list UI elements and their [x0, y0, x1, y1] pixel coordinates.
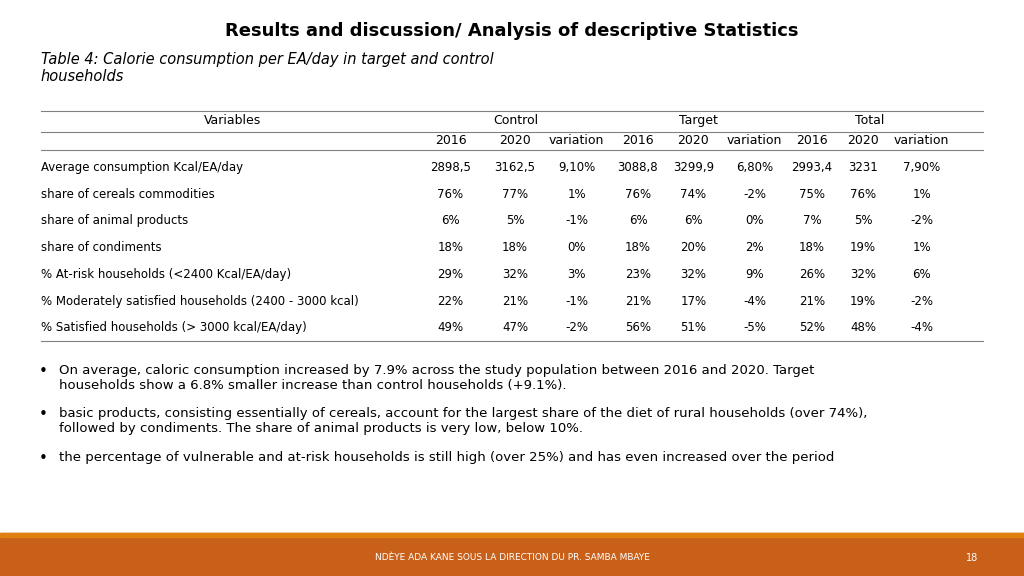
Text: 2%: 2%: [745, 241, 764, 254]
Text: 9,10%: 9,10%: [558, 161, 595, 174]
Text: 20%: 20%: [680, 241, 707, 254]
Text: 3%: 3%: [567, 268, 586, 281]
Text: -4%: -4%: [743, 295, 766, 308]
Text: 29%: 29%: [437, 268, 464, 281]
Text: 2993,4: 2993,4: [792, 161, 833, 174]
Text: 5%: 5%: [854, 214, 872, 228]
Text: 2020: 2020: [677, 134, 710, 147]
Text: 49%: 49%: [437, 321, 464, 335]
Text: 2016: 2016: [623, 134, 653, 147]
Text: 6%: 6%: [684, 214, 702, 228]
Text: NDÈYE ADA KANE SOUS LA DIRECTION DU PR. SAMBA MBAYE: NDÈYE ADA KANE SOUS LA DIRECTION DU PR. …: [375, 554, 649, 562]
Text: variation: variation: [727, 134, 782, 147]
Text: •: •: [39, 407, 48, 422]
Text: 3088,8: 3088,8: [617, 161, 658, 174]
Text: -4%: -4%: [910, 321, 933, 335]
Text: -1%: -1%: [565, 214, 588, 228]
Text: 1%: 1%: [912, 188, 931, 201]
Text: 77%: 77%: [502, 188, 528, 201]
Text: 6%: 6%: [629, 214, 647, 228]
Text: 18: 18: [966, 553, 978, 563]
Text: -1%: -1%: [565, 295, 588, 308]
Text: •: •: [39, 450, 48, 465]
Text: -2%: -2%: [910, 295, 933, 308]
Text: variation: variation: [894, 134, 949, 147]
Text: 32%: 32%: [850, 268, 877, 281]
Text: 5%: 5%: [506, 214, 524, 228]
Text: 2016: 2016: [797, 134, 827, 147]
Text: 18%: 18%: [502, 241, 528, 254]
Text: 3162,5: 3162,5: [495, 161, 536, 174]
Text: 74%: 74%: [680, 188, 707, 201]
Text: 18%: 18%: [799, 241, 825, 254]
Text: -2%: -2%: [743, 188, 766, 201]
Text: share of animal products: share of animal products: [41, 214, 188, 228]
Text: Average consumption Kcal/EA/day: Average consumption Kcal/EA/day: [41, 161, 243, 174]
Text: -5%: -5%: [743, 321, 766, 335]
Text: 0%: 0%: [567, 241, 586, 254]
Text: 0%: 0%: [745, 214, 764, 228]
Text: share of cereals commodities: share of cereals commodities: [41, 188, 215, 201]
Text: 7%: 7%: [803, 214, 821, 228]
Text: 3299,9: 3299,9: [673, 161, 714, 174]
Text: Table 4: Calorie consumption per EA/day in target and control
households: Table 4: Calorie consumption per EA/day …: [41, 52, 494, 84]
Text: 3231: 3231: [848, 161, 879, 174]
Text: share of condiments: share of condiments: [41, 241, 162, 254]
Text: basic products, consisting essentially of cereals, account for the largest share: basic products, consisting essentially o…: [59, 407, 867, 435]
Text: 18%: 18%: [625, 241, 651, 254]
Text: 22%: 22%: [437, 295, 464, 308]
Text: Variables: Variables: [205, 115, 261, 127]
Text: % Moderately satisfied households (2400 - 3000 kcal): % Moderately satisfied households (2400 …: [41, 295, 358, 308]
Text: 1%: 1%: [567, 188, 586, 201]
Text: 56%: 56%: [625, 321, 651, 335]
Text: 2020: 2020: [847, 134, 880, 147]
Text: 76%: 76%: [625, 188, 651, 201]
Text: 21%: 21%: [799, 295, 825, 308]
Text: 32%: 32%: [680, 268, 707, 281]
Text: 19%: 19%: [850, 295, 877, 308]
Text: 18%: 18%: [437, 241, 464, 254]
Text: 32%: 32%: [502, 268, 528, 281]
Text: Target: Target: [680, 115, 718, 127]
Text: % At-risk households (<2400 Kcal/EA/day): % At-risk households (<2400 Kcal/EA/day): [41, 268, 291, 281]
Text: 17%: 17%: [680, 295, 707, 308]
Text: 6%: 6%: [912, 268, 931, 281]
Text: 47%: 47%: [502, 321, 528, 335]
Text: 75%: 75%: [799, 188, 825, 201]
Text: Control: Control: [494, 115, 539, 127]
Text: 1%: 1%: [912, 241, 931, 254]
Text: -2%: -2%: [565, 321, 588, 335]
Text: 19%: 19%: [850, 241, 877, 254]
Text: 7,90%: 7,90%: [903, 161, 940, 174]
Text: Total: Total: [855, 115, 884, 127]
Text: 21%: 21%: [502, 295, 528, 308]
Text: 2020: 2020: [499, 134, 531, 147]
Text: 2898,5: 2898,5: [430, 161, 471, 174]
Text: -2%: -2%: [910, 214, 933, 228]
Text: 51%: 51%: [680, 321, 707, 335]
Text: the percentage of vulnerable and at-risk households is still high (over 25%) and: the percentage of vulnerable and at-risk…: [59, 450, 835, 464]
Text: 23%: 23%: [625, 268, 651, 281]
Text: 6%: 6%: [441, 214, 460, 228]
Text: •: •: [39, 364, 48, 379]
Text: variation: variation: [549, 134, 604, 147]
Text: 26%: 26%: [799, 268, 825, 281]
Text: 2016: 2016: [435, 134, 466, 147]
Text: 9%: 9%: [745, 268, 764, 281]
Text: Results and discussion/ Analysis of descriptive Statistics: Results and discussion/ Analysis of desc…: [225, 22, 799, 40]
Text: 76%: 76%: [850, 188, 877, 201]
Text: 6,80%: 6,80%: [736, 161, 773, 174]
Text: 52%: 52%: [799, 321, 825, 335]
Text: 48%: 48%: [850, 321, 877, 335]
Text: 76%: 76%: [437, 188, 464, 201]
Text: % Satisfied households (> 3000 kcal/EA/day): % Satisfied households (> 3000 kcal/EA/d…: [41, 321, 307, 335]
Text: On average, caloric consumption increased by 7.9% across the study population be: On average, caloric consumption increase…: [59, 364, 815, 392]
Text: 21%: 21%: [625, 295, 651, 308]
